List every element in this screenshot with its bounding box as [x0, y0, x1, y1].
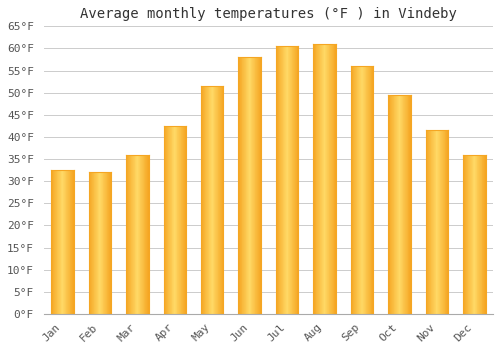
Title: Average monthly temperatures (°F ) in Vindeby: Average monthly temperatures (°F ) in Vi…: [80, 7, 457, 21]
